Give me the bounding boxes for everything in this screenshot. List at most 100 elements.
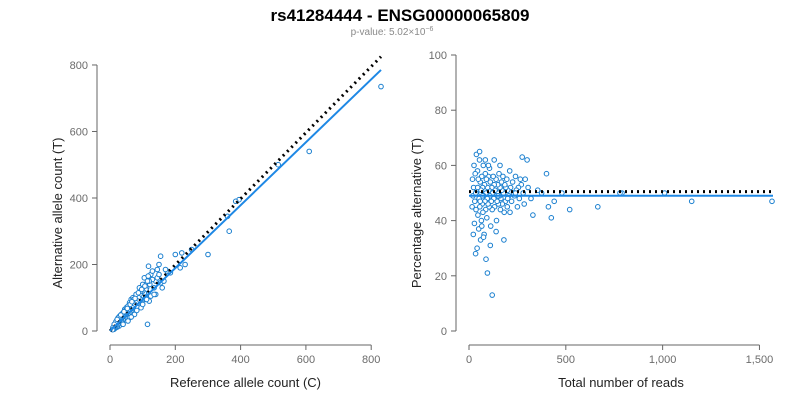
data-point	[498, 179, 505, 185]
data-point	[121, 308, 127, 315]
data-point	[471, 162, 477, 169]
data-point	[474, 245, 480, 251]
subtitle-label: p-value: 5.02×10	[351, 27, 426, 38]
data-point	[487, 179, 494, 185]
data-point	[162, 266, 169, 273]
data-point	[472, 250, 479, 257]
data-point	[144, 321, 151, 328]
data-point	[484, 215, 490, 221]
data-point	[501, 209, 508, 216]
data-point	[489, 292, 496, 298]
data-point	[484, 270, 491, 276]
data-point	[509, 179, 516, 185]
data-point	[530, 212, 536, 218]
data-point	[182, 261, 188, 268]
data-point	[506, 168, 513, 174]
data-point	[475, 176, 482, 182]
x-tick-label: 800	[362, 354, 380, 366]
data-point	[491, 157, 498, 163]
data-point	[144, 278, 151, 284]
data-point	[142, 283, 148, 289]
y-tick-label: 0	[441, 326, 447, 338]
data-point	[525, 184, 531, 191]
data-point	[501, 237, 507, 243]
data-point	[545, 204, 552, 210]
data-point	[497, 206, 504, 213]
data-point	[378, 83, 384, 90]
data-point	[548, 215, 555, 221]
data-point	[480, 162, 487, 169]
subtitle-exponent: −6	[425, 26, 433, 33]
data-point	[151, 291, 157, 298]
data-point	[145, 263, 152, 270]
data-point	[769, 198, 775, 205]
y-tick-label: 100	[429, 50, 447, 62]
data-point	[504, 204, 511, 210]
data-point	[125, 318, 131, 324]
y-tick-label: 60	[435, 160, 447, 172]
data-point	[226, 228, 232, 234]
data-point	[156, 271, 162, 278]
data-point	[476, 148, 483, 155]
data-point	[482, 170, 489, 177]
data-point	[469, 176, 476, 182]
data-point	[487, 242, 494, 249]
data-point	[476, 157, 483, 163]
data-point	[477, 204, 483, 210]
data-point	[129, 298, 135, 305]
x-tick-label: 400	[231, 354, 249, 366]
data-point	[521, 201, 528, 207]
data-point	[512, 173, 519, 180]
y-axis-title: Percentage alternative (T)	[409, 138, 424, 288]
y-tick-label: 400	[70, 193, 88, 205]
x-tick-label: 200	[166, 354, 184, 366]
y-tick-label: 800	[70, 60, 88, 72]
x-tick-label: 1,500	[746, 354, 774, 366]
data-point	[477, 198, 484, 205]
data-point	[479, 223, 485, 229]
data-point	[487, 223, 494, 229]
data-point	[179, 250, 185, 256]
data-point	[135, 290, 142, 296]
data-point	[472, 198, 478, 205]
x-tick-label: 0	[466, 354, 472, 366]
x-tick-label: 1,000	[649, 354, 677, 366]
data-point	[149, 268, 156, 274]
y-tick-label: 0	[82, 326, 88, 338]
data-point	[132, 295, 138, 302]
data-point	[493, 217, 500, 224]
data-point	[177, 265, 183, 271]
data-point	[595, 204, 601, 210]
data-point	[145, 273, 151, 279]
x-tick-label: 0	[107, 354, 113, 366]
data-point	[156, 261, 162, 268]
data-point	[566, 206, 573, 213]
data-point	[472, 170, 479, 177]
data-point	[118, 312, 124, 318]
data-point	[483, 176, 490, 182]
data-point	[471, 220, 478, 227]
data-point	[134, 307, 140, 314]
data-point	[543, 170, 550, 177]
data-point	[478, 217, 485, 224]
data-point	[128, 314, 134, 320]
data-point	[157, 253, 164, 260]
data-point	[306, 148, 313, 155]
data-point	[519, 154, 526, 160]
data-point	[172, 251, 179, 258]
data-point	[475, 212, 481, 218]
y-tick-label: 80	[435, 105, 447, 117]
fitted-regression-line	[109, 69, 382, 332]
data-point	[688, 198, 695, 205]
data-point	[496, 170, 502, 177]
data-point	[493, 228, 499, 235]
x-tick-label: 600	[297, 354, 315, 366]
data-point	[469, 204, 475, 210]
data-point	[473, 206, 479, 213]
data-point	[480, 209, 486, 216]
data-point	[138, 286, 145, 293]
data-point	[500, 173, 506, 180]
data-point	[479, 173, 485, 180]
data-point	[124, 305, 131, 312]
